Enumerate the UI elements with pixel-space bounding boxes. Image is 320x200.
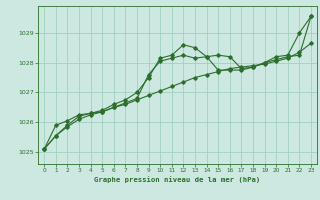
X-axis label: Graphe pression niveau de la mer (hPa): Graphe pression niveau de la mer (hPa)	[94, 176, 261, 183]
